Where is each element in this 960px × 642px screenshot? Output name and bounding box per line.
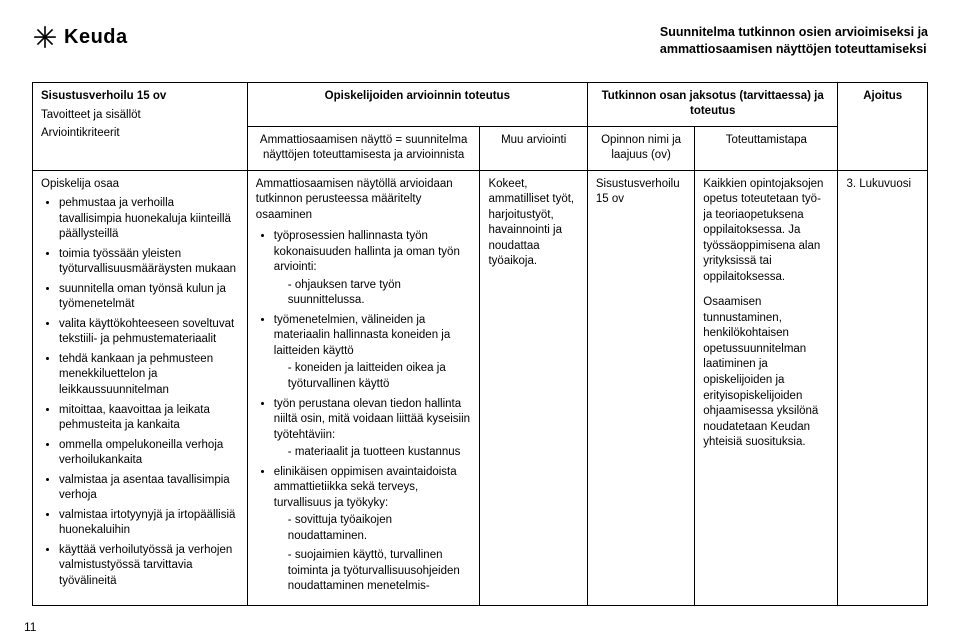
list-item: tehdä kankaan ja pehmusteen menekkiluett… [59, 352, 239, 399]
demo-b3: työn perustana olevan tiedon hallinta ni… [274, 398, 470, 441]
list-item: työmenetelmien, välineiden ja materiaali… [274, 313, 472, 393]
brand-logo: Keuda [32, 24, 128, 50]
list-item: ommella ompelukoneilla verhoja verhoiluk… [59, 438, 239, 469]
demo-b2d0: koneiden ja laitteiden oikea ja työturva… [288, 361, 472, 392]
impl-p2: Osaamisen tunnustaminen, henkilökohtaise… [703, 295, 829, 450]
header-col-a: Sisustusverhoilu 15 ov Tavoitteet ja sis… [33, 82, 248, 170]
header-col-f: Ajoitus [838, 82, 928, 170]
list-item: toimia työssään yleisten työturvallisuus… [59, 247, 239, 278]
demo-b4d1: suojaimien käyttö, turvallinen toiminta … [288, 548, 472, 595]
header-d-sub1: Opinnon nimi ja laajuus (ov) [587, 126, 694, 170]
page-number: 11 [24, 620, 36, 634]
cell-implementation: Kaikkien opintojaksojen opetus toteuteta… [695, 170, 838, 605]
table-body-row: Opiskelija osaa pehmustaa ja verhoilla t… [33, 170, 928, 605]
list-item: elinikäisen oppimisen avaintaidoista amm… [274, 465, 472, 595]
impl-p1: Kaikkien opintojaksojen opetus toteuteta… [703, 177, 829, 286]
page-header: Keuda Suunnitelma tutkinnon osien arvioi… [32, 24, 928, 58]
demo-b2: työmenetelmien, välineiden ja materiaali… [274, 314, 450, 357]
header-a-sub1: Tavoitteet ja sisällöt [41, 108, 239, 124]
cell-timing: 3. Lukuvuosi [838, 170, 928, 605]
demo-lead: Ammattiosaamisen näytöllä arvioidaan tut… [256, 177, 472, 224]
document-title-line2: ammattiosaamisen näyttöjen toteuttamisek… [660, 41, 928, 58]
brand-name: Keuda [64, 26, 128, 49]
header-col-d-top: Tutkinnon osan jaksotus (tarvittaessa) j… [587, 82, 838, 126]
snowflake-icon [32, 24, 58, 50]
list-item: pehmustaa ja verhoilla tavallisimpia huo… [59, 196, 239, 243]
objectives-lead: Opiskelija osaa [41, 177, 239, 193]
cell-demonstration: Ammattiosaamisen näytöllä arvioidaan tut… [247, 170, 480, 605]
list-item: valita käyttökohteeseen soveltuvat tekst… [59, 317, 239, 348]
list-item: suunnitella oman työnsä kulun ja työmene… [59, 282, 239, 313]
header-b-sub: Ammattiosaamisen näyttö = suunnitelma nä… [247, 126, 480, 170]
demo-b4: elinikäisen oppimisen avaintaidoista amm… [274, 466, 457, 509]
list-item: työn perustana olevan tiedon hallinta ni… [274, 397, 472, 461]
header-col-b-top: Opiskelijoiden arvioinnin toteutus [247, 82, 587, 126]
document-title-line1: Suunnitelma tutkinnon osien arvioimiseks… [660, 24, 928, 41]
header-d-sub2: Toteuttamistapa [695, 126, 838, 170]
document-title: Suunnitelma tutkinnon osien arvioimiseks… [660, 24, 928, 58]
demo-list: työprosessien hallinnasta työn kokonaisu… [256, 229, 472, 594]
list-item: työprosessien hallinnasta työn kokonaisu… [274, 229, 472, 309]
cell-other-assessment: Kokeet, ammatilliset työt, harjoitustyöt… [480, 170, 587, 605]
demo-b1: työprosessien hallinnasta työn kokonaisu… [274, 230, 460, 273]
list-item: käyttää verhoilutyössä ja verhojen valmi… [59, 543, 239, 590]
demo-b1d0: ohjauksen tarve työn suunnittelussa. [288, 278, 472, 309]
demo-b3d0: materiaalit ja tuotteen kustannus [288, 445, 472, 461]
cell-study-name: Sisustusverhoilu 15 ov [587, 170, 694, 605]
list-item: valmistaa irtotyynyjä ja irtopäällisiä h… [59, 508, 239, 539]
header-a-sub2: Arviointikriteerit [41, 126, 239, 142]
table-header-row-1: Sisustusverhoilu 15 ov Tavoitteet ja sis… [33, 82, 928, 126]
list-item: valmistaa ja asentaa tavallisimpia verho… [59, 473, 239, 504]
objectives-list: pehmustaa ja verhoilla tavallisimpia huo… [41, 196, 239, 589]
cell-objectives: Opiskelija osaa pehmustaa ja verhoilla t… [33, 170, 248, 605]
assessment-table: Sisustusverhoilu 15 ov Tavoitteet ja sis… [32, 82, 928, 606]
header-section-title: Sisustusverhoilu 15 ov [41, 89, 239, 105]
demo-b4d0: sovittuja työaikojen noudattaminen. [288, 513, 472, 544]
header-c-sub: Muu arviointi [480, 126, 587, 170]
list-item: mitoittaa, kaavoittaa ja leikata pehmust… [59, 403, 239, 434]
